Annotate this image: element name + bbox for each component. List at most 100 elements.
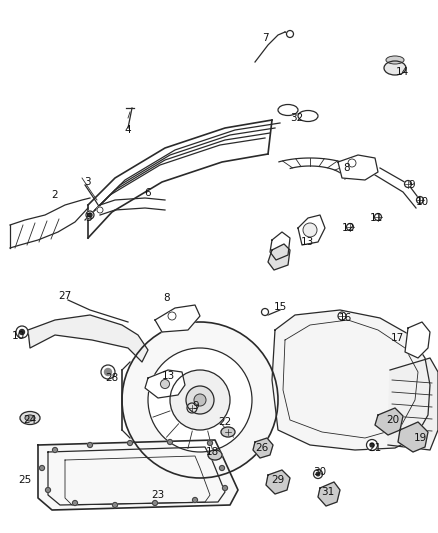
Ellipse shape [278, 104, 298, 116]
Polygon shape [318, 482, 340, 506]
Text: 4: 4 [125, 125, 131, 135]
Circle shape [417, 197, 424, 204]
Text: 17: 17 [390, 333, 404, 343]
Ellipse shape [221, 427, 235, 437]
Circle shape [88, 213, 92, 217]
Circle shape [348, 159, 356, 167]
Text: 15: 15 [273, 302, 286, 312]
Text: 32: 32 [290, 113, 304, 123]
Polygon shape [405, 322, 430, 358]
Circle shape [20, 329, 25, 335]
Ellipse shape [386, 56, 404, 64]
Circle shape [194, 394, 206, 406]
Polygon shape [388, 358, 438, 450]
Circle shape [86, 211, 94, 219]
Circle shape [187, 403, 197, 413]
Text: 7: 7 [261, 33, 268, 43]
Text: 22: 22 [219, 417, 232, 427]
Text: 31: 31 [321, 487, 335, 497]
Circle shape [105, 368, 112, 376]
Circle shape [167, 440, 173, 445]
Circle shape [316, 472, 320, 476]
Circle shape [73, 500, 78, 505]
Polygon shape [338, 155, 378, 180]
Circle shape [39, 465, 45, 471]
Circle shape [370, 443, 374, 447]
Text: 8: 8 [344, 163, 350, 173]
Circle shape [160, 379, 170, 389]
Ellipse shape [20, 411, 40, 424]
Circle shape [127, 440, 133, 446]
Text: 27: 27 [58, 291, 72, 301]
Polygon shape [266, 470, 290, 494]
Circle shape [170, 370, 230, 430]
Polygon shape [145, 370, 185, 398]
Polygon shape [28, 315, 148, 362]
Polygon shape [270, 232, 290, 260]
Text: 10: 10 [11, 331, 25, 341]
Text: 20: 20 [386, 415, 399, 425]
Circle shape [346, 223, 353, 230]
Ellipse shape [384, 61, 406, 75]
Circle shape [303, 223, 317, 237]
Text: 13: 13 [300, 237, 314, 247]
Text: 16: 16 [339, 313, 352, 323]
Text: 9: 9 [193, 401, 199, 411]
Circle shape [374, 214, 381, 221]
Circle shape [113, 503, 117, 507]
Text: 14: 14 [396, 67, 409, 77]
Circle shape [208, 440, 212, 446]
Circle shape [314, 470, 322, 479]
Circle shape [168, 312, 176, 320]
Text: 12: 12 [341, 223, 355, 233]
Ellipse shape [298, 110, 318, 122]
Circle shape [192, 497, 198, 503]
Circle shape [16, 326, 28, 338]
Polygon shape [155, 305, 200, 332]
Circle shape [367, 440, 378, 450]
Polygon shape [375, 408, 403, 435]
Circle shape [122, 322, 278, 478]
Circle shape [261, 309, 268, 316]
Polygon shape [268, 244, 290, 270]
Polygon shape [398, 422, 428, 452]
Polygon shape [298, 215, 325, 245]
Circle shape [46, 488, 50, 492]
Text: 25: 25 [18, 475, 32, 485]
Text: 9: 9 [409, 180, 415, 190]
Circle shape [286, 30, 293, 37]
Circle shape [223, 486, 227, 490]
Text: 18: 18 [205, 447, 219, 457]
Circle shape [186, 386, 214, 414]
Circle shape [152, 500, 158, 505]
Text: 3: 3 [84, 177, 90, 187]
Text: 5: 5 [85, 213, 91, 223]
Text: 23: 23 [152, 490, 165, 500]
Polygon shape [272, 310, 430, 450]
Text: 21: 21 [368, 443, 381, 453]
Circle shape [405, 181, 411, 188]
Text: 2: 2 [52, 190, 58, 200]
Polygon shape [38, 440, 238, 510]
Circle shape [101, 365, 115, 379]
Circle shape [338, 312, 346, 320]
Text: 26: 26 [255, 443, 268, 453]
Text: 8: 8 [164, 293, 170, 303]
Ellipse shape [25, 415, 35, 421]
Text: 29: 29 [272, 475, 285, 485]
Circle shape [219, 465, 225, 471]
Text: 24: 24 [23, 415, 37, 425]
Ellipse shape [208, 450, 222, 460]
Circle shape [97, 207, 103, 213]
Circle shape [88, 442, 92, 448]
Text: 19: 19 [413, 433, 427, 443]
Circle shape [148, 348, 252, 452]
Polygon shape [253, 438, 273, 458]
Text: 28: 28 [106, 373, 119, 383]
Text: 6: 6 [145, 188, 151, 198]
Text: 30: 30 [314, 467, 327, 477]
Circle shape [53, 448, 57, 453]
Text: 10: 10 [415, 197, 428, 207]
Text: 11: 11 [369, 213, 383, 223]
Text: 13: 13 [161, 371, 175, 381]
